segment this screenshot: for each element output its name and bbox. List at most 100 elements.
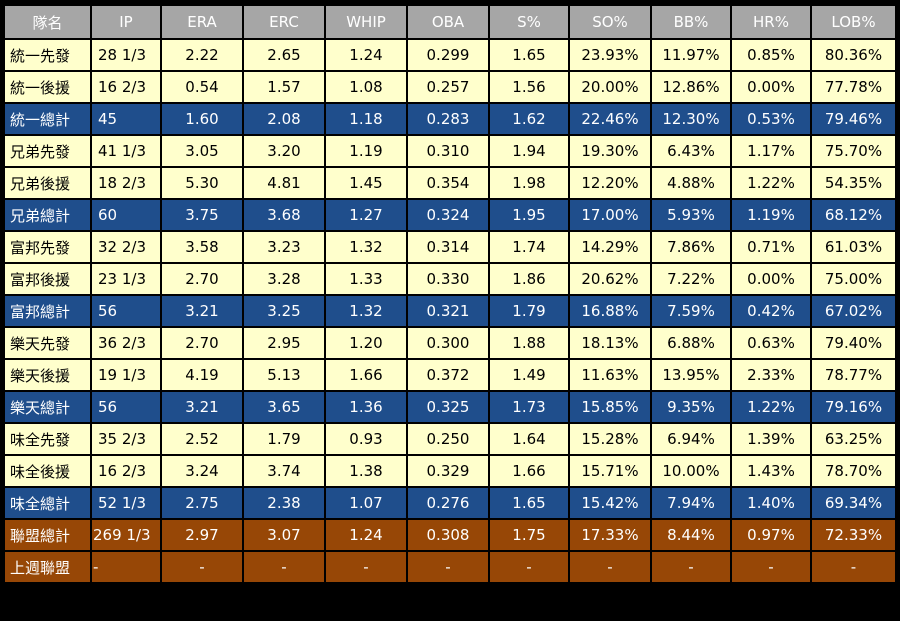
cell-team: 味全先發 xyxy=(3,422,92,456)
cell-erc: 4.81 xyxy=(242,166,326,200)
cell-bb-pct: 7.22% xyxy=(650,262,732,296)
cell-hr-pct: 0.63% xyxy=(730,326,812,360)
cell-bb-pct: 12.30% xyxy=(650,102,732,136)
cell-ip: 56 xyxy=(90,294,162,328)
table-row: 富邦先發 32 2/3 3.58 3.23 1.32 0.314 1.74 14.29% 7.8… xyxy=(3,230,897,264)
cell-bb-pct: 4.88% xyxy=(650,166,732,200)
cell-team: 樂天先發 xyxy=(3,326,92,360)
cell-team: 樂天總計 xyxy=(3,390,92,424)
cell-erc: 3.68 xyxy=(242,198,326,232)
cell-erc: 5.13 xyxy=(242,358,326,392)
cell-so-pct: 23.93% xyxy=(568,38,652,72)
cell-bb-pct: 13.95% xyxy=(650,358,732,392)
cell-oba: - xyxy=(406,550,490,584)
cell-ip: 41 1/3 xyxy=(90,134,162,168)
cell-bb-pct: 6.88% xyxy=(650,326,732,360)
cell-bb-pct: 8.44% xyxy=(650,518,732,552)
cell-hr-pct: 1.17% xyxy=(730,134,812,168)
cell-s-pct: 1.95 xyxy=(488,198,570,232)
table-row: 統一先發 28 1/3 2.22 2.65 1.24 0.299 1.65 23.93% 11.… xyxy=(3,38,897,72)
cell-so-pct: 20.62% xyxy=(568,262,652,296)
cell-oba: 0.308 xyxy=(406,518,490,552)
cell-lob-pct: 68.12% xyxy=(810,198,897,232)
cell-hr-pct: 0.00% xyxy=(730,70,812,104)
cell-hr-pct: 1.22% xyxy=(730,166,812,200)
cell-s-pct: 1.56 xyxy=(488,70,570,104)
table-row: 味全總計 52 1/3 2.75 2.38 1.07 0.276 1.65 15.42% 7.9… xyxy=(3,486,897,520)
cell-erc: 3.65 xyxy=(242,390,326,424)
cell-erc: 3.23 xyxy=(242,230,326,264)
cell-hr-pct: 0.42% xyxy=(730,294,812,328)
cell-lob-pct: 75.00% xyxy=(810,262,897,296)
cell-whip: 1.32 xyxy=(324,230,408,264)
header-row: 隊名 IP ERA ERC WHIP OBA S% SO% BB% HR% LO… xyxy=(3,4,897,40)
cell-s-pct: 1.79 xyxy=(488,294,570,328)
cell-whip: 1.24 xyxy=(324,38,408,72)
cell-lob-pct: 61.03% xyxy=(810,230,897,264)
header-whip: WHIP xyxy=(324,4,408,40)
cell-ip: 269 1/3 xyxy=(90,518,162,552)
cell-erc: - xyxy=(242,550,326,584)
cell-lob-pct: 79.40% xyxy=(810,326,897,360)
table-row: 富邦後援 23 1/3 2.70 3.28 1.33 0.330 1.86 20.62% 7.2… xyxy=(3,262,897,296)
cell-so-pct: 11.63% xyxy=(568,358,652,392)
cell-team: 富邦先發 xyxy=(3,230,92,264)
cell-erc: 3.25 xyxy=(242,294,326,328)
cell-erc: 2.65 xyxy=(242,38,326,72)
cell-so-pct: 20.00% xyxy=(568,70,652,104)
cell-hr-pct: 0.97% xyxy=(730,518,812,552)
cell-bb-pct: 7.94% xyxy=(650,486,732,520)
cell-so-pct: 16.88% xyxy=(568,294,652,328)
cell-whip: 1.33 xyxy=(324,262,408,296)
cell-bb-pct: 6.94% xyxy=(650,422,732,456)
cell-ip: 28 1/3 xyxy=(90,38,162,72)
cell-bb-pct: 9.35% xyxy=(650,390,732,424)
cell-hr-pct: 0.53% xyxy=(730,102,812,136)
cell-team: 富邦後援 xyxy=(3,262,92,296)
cell-lob-pct: 79.46% xyxy=(810,102,897,136)
cell-ip: 16 2/3 xyxy=(90,70,162,104)
cell-oba: 0.330 xyxy=(406,262,490,296)
cell-bb-pct: 6.43% xyxy=(650,134,732,168)
cell-so-pct: 15.42% xyxy=(568,486,652,520)
cell-era: 3.21 xyxy=(160,294,244,328)
cell-era: 2.97 xyxy=(160,518,244,552)
cell-ip: 56 xyxy=(90,390,162,424)
table-row: 味全後援 16 2/3 3.24 3.74 1.38 0.329 1.66 15.71% 10.… xyxy=(3,454,897,488)
cell-whip: 1.36 xyxy=(324,390,408,424)
table-row: 樂天總計 56 3.21 3.65 1.36 0.325 1.73 15.85% 9.35% 1.… xyxy=(3,390,897,424)
cell-lob-pct: 54.35% xyxy=(810,166,897,200)
cell-ip: 52 1/3 xyxy=(90,486,162,520)
cell-bb-pct: 7.86% xyxy=(650,230,732,264)
cell-era: 2.52 xyxy=(160,422,244,456)
table-row: 樂天先發 36 2/3 2.70 2.95 1.20 0.300 1.88 18.13% 6.8… xyxy=(3,326,897,360)
header-so-pct: SO% xyxy=(568,4,652,40)
cell-s-pct: 1.94 xyxy=(488,134,570,168)
cell-s-pct: 1.98 xyxy=(488,166,570,200)
pitching-stats-table: 隊名 IP ERA ERC WHIP OBA S% SO% BB% HR% LO… xyxy=(3,4,897,584)
cell-erc: 1.57 xyxy=(242,70,326,104)
cell-ip: 45 xyxy=(90,102,162,136)
cell-ip: 36 2/3 xyxy=(90,326,162,360)
header-hr-pct: HR% xyxy=(730,4,812,40)
cell-era: 3.24 xyxy=(160,454,244,488)
cell-bb-pct: 5.93% xyxy=(650,198,732,232)
cell-whip: 1.45 xyxy=(324,166,408,200)
cell-oba: 0.300 xyxy=(406,326,490,360)
cell-lob-pct: - xyxy=(810,550,897,584)
cell-erc: 3.74 xyxy=(242,454,326,488)
cell-team: 統一後援 xyxy=(3,70,92,104)
cell-team: 統一總計 xyxy=(3,102,92,136)
table-row: 兄弟後援 18 2/3 5.30 4.81 1.45 0.354 1.98 12.20% 4.8… xyxy=(3,166,897,200)
cell-oba: 0.325 xyxy=(406,390,490,424)
cell-so-pct: 17.33% xyxy=(568,518,652,552)
cell-ip: 32 2/3 xyxy=(90,230,162,264)
cell-so-pct: - xyxy=(568,550,652,584)
cell-ip: 35 2/3 xyxy=(90,422,162,456)
table-row: 兄弟總計 60 3.75 3.68 1.27 0.324 1.95 17.00% 5.93% 1.… xyxy=(3,198,897,232)
cell-lob-pct: 75.70% xyxy=(810,134,897,168)
cell-s-pct: 1.75 xyxy=(488,518,570,552)
cell-s-pct: 1.49 xyxy=(488,358,570,392)
cell-oba: 0.250 xyxy=(406,422,490,456)
cell-whip: 1.24 xyxy=(324,518,408,552)
